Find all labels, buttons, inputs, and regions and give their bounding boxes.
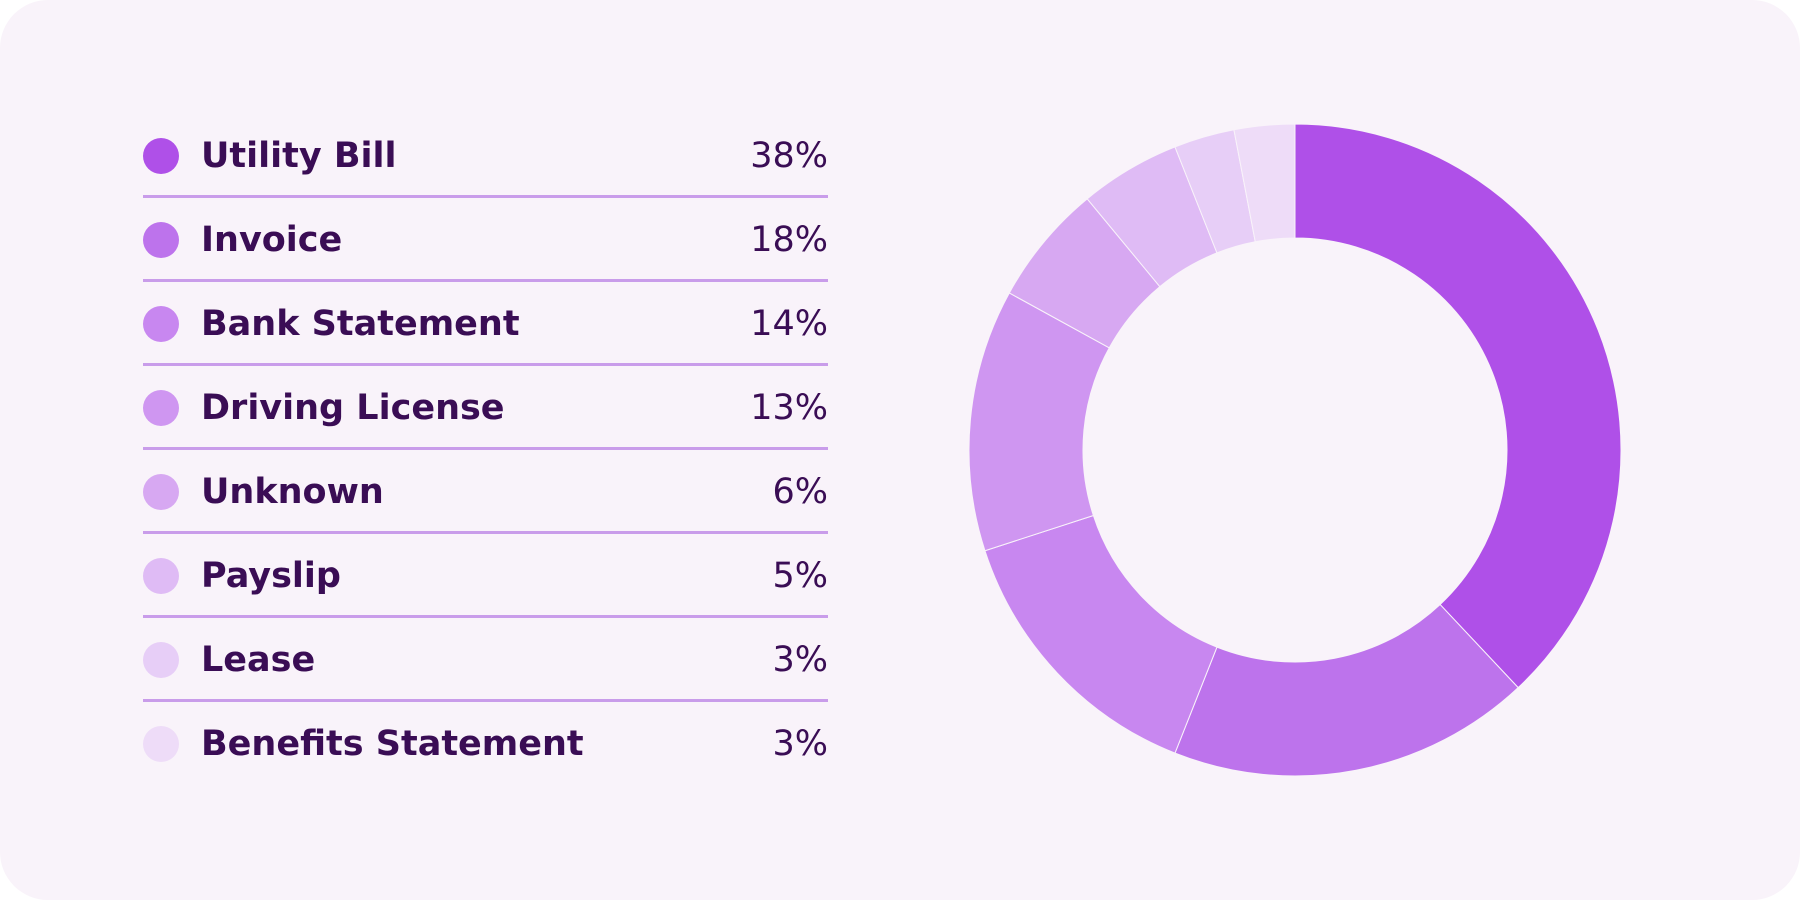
legend-item: Payslip 5% bbox=[143, 534, 828, 618]
legend-label: Driving License bbox=[201, 388, 505, 428]
legend-swatch bbox=[143, 474, 179, 510]
legend-value: 13% bbox=[750, 388, 828, 428]
legend-label: Utility Bill bbox=[201, 136, 397, 176]
legend-swatch bbox=[143, 138, 179, 174]
donut-slice-invoice bbox=[1174, 603, 1519, 777]
legend-item: Invoice 18% bbox=[143, 198, 828, 282]
legend-swatch bbox=[143, 726, 179, 762]
legend-swatch bbox=[143, 642, 179, 678]
legend-item: Bank Statement 14% bbox=[143, 282, 828, 366]
legend-label: Bank Statement bbox=[201, 304, 520, 344]
legend-swatch bbox=[143, 390, 179, 426]
donut-slice-utility-bill bbox=[1294, 123, 1622, 689]
legend-value: 3% bbox=[772, 640, 828, 680]
legend-value: 3% bbox=[772, 724, 828, 764]
legend-item: Driving License 13% bbox=[143, 366, 828, 450]
legend-value: 18% bbox=[750, 220, 828, 260]
legend-label: Payslip bbox=[201, 556, 341, 596]
legend-label: Lease bbox=[201, 640, 316, 680]
legend-swatch bbox=[143, 558, 179, 594]
legend-value: 5% bbox=[772, 556, 828, 596]
legend-item: Lease 3% bbox=[143, 618, 828, 702]
legend-value: 6% bbox=[772, 472, 828, 512]
legend-label: Unknown bbox=[201, 472, 384, 512]
legend-swatch bbox=[143, 306, 179, 342]
legend-item: Benefits Statement 3% bbox=[143, 702, 828, 786]
legend-label: Invoice bbox=[201, 220, 343, 260]
legend-item: Utility Bill 38% bbox=[143, 114, 828, 198]
legend-label: Benefits Statement bbox=[201, 724, 584, 764]
donut-slice-benefits-statement bbox=[1233, 123, 1296, 243]
donut-chart bbox=[968, 123, 1622, 777]
legend-item: Unknown 6% bbox=[143, 450, 828, 534]
legend-swatch bbox=[143, 222, 179, 258]
legend: Utility Bill 38% Invoice 18% Bank Statem… bbox=[143, 114, 828, 786]
legend-value: 14% bbox=[750, 304, 828, 344]
donut-slice-bank-statement bbox=[984, 514, 1218, 754]
legend-value: 38% bbox=[750, 136, 828, 176]
